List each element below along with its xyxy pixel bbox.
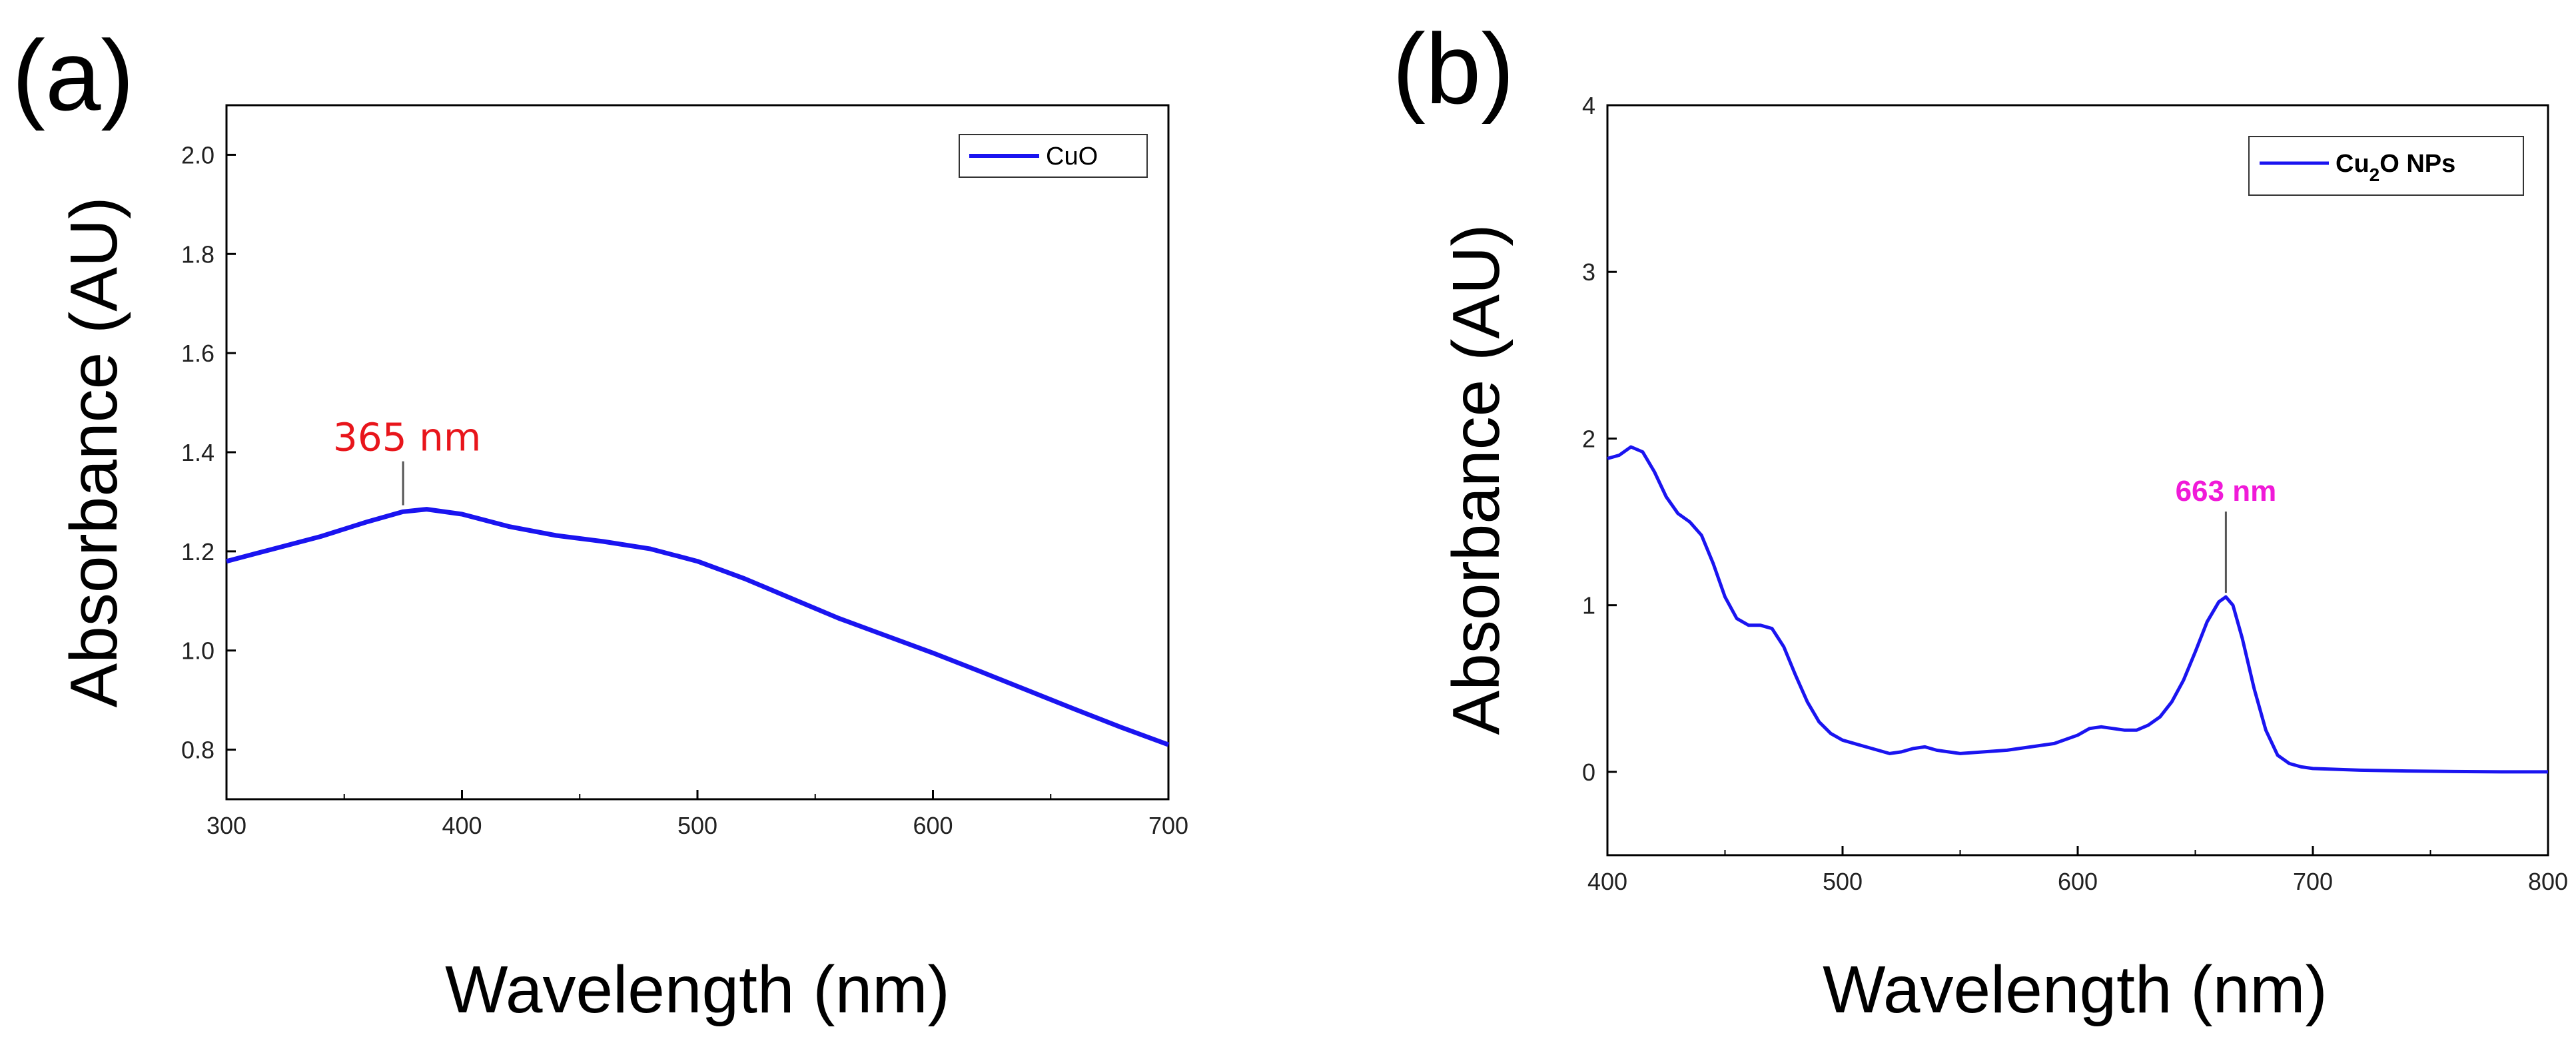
panel-a-x-tick-label: 300	[207, 812, 246, 839]
panel-a-legend-label: CuO	[1046, 143, 1098, 171]
panel-a-y-axis-title: Absorbance (AU)	[57, 197, 131, 708]
panel-b-x-ticks	[1606, 846, 2549, 855]
panel-b-y-tick-label: 3	[1582, 258, 1595, 286]
panel-b-y-tick-labels: 0 1 2 3 4	[1582, 92, 1595, 786]
panel-b-y-tick-label: 4	[1582, 92, 1595, 119]
panel-b-y-ticks	[1607, 104, 1617, 773]
panel-b-y-tick-label: 0	[1582, 759, 1595, 786]
panel-b-x-tick-label: 700	[2293, 868, 2333, 895]
panel-a-x-axis-title: Wavelength (nm)	[445, 952, 950, 1027]
panel-a-y-tick-label: 1.4	[181, 439, 215, 466]
panel-b-legend-label-tail: O NPs	[2379, 150, 2455, 178]
panel-b-x-tick-label: 400	[1587, 868, 1627, 895]
panel-b-y-tick-label: 1	[1582, 592, 1595, 619]
panel-a-y-tick-label: 1.0	[181, 637, 215, 665]
panel-a-y-tick-label: 1.6	[181, 340, 215, 367]
panel-b-peak-annotation: 663 nm	[2176, 475, 2277, 508]
panel-b-label: (b)	[1392, 13, 1514, 125]
panel-b-legend-label-subscript: 2	[2369, 165, 2380, 185]
panel-a-x-tick-label: 500	[677, 812, 717, 839]
panel-b-legend-label-main: Cu	[2336, 150, 2369, 178]
panel-a-peak-annotation: 365 nm	[333, 415, 481, 460]
panel-a-x-tick-labels: 300 400 500 600 700	[207, 812, 1188, 839]
panel-b-y-tick-label: 2	[1582, 425, 1595, 452]
panel-a: (a) 0.8 1.0 1.2 1.4 1.6 1.8 2.0 300 400 500 600 70…	[12, 19, 1188, 1027]
panel-a-x-tick-label: 600	[913, 812, 953, 839]
panel-a-x-tick-label: 700	[1148, 812, 1188, 839]
panel-a-x-ticks	[225, 790, 1170, 799]
panel-b-x-tick-labels: 400 500 600 700 800	[1587, 868, 2568, 895]
panel-b-plot-frame	[1606, 104, 2549, 857]
panel-b-series-line-cu2o-nps	[1607, 445, 2548, 774]
panel-b-legend-box	[2248, 136, 2524, 196]
panel-b-y-axis-title: Absorbance (AU)	[1439, 224, 1513, 735]
panel-b-x-tick-label: 500	[1823, 868, 1863, 895]
panel-a-series-line-cuo	[226, 507, 1170, 747]
panel-a-label: (a)	[12, 19, 134, 131]
panel-b-legend: Cu2O NPs	[2248, 136, 2524, 196]
panel-b-x-tick-label: 800	[2528, 868, 2568, 895]
panel-b-x-tick-label: 600	[2058, 868, 2098, 895]
panel-b-legend-label: Cu2O NPs	[2336, 150, 2455, 185]
panel-b-x-axis-title: Wavelength (nm)	[1823, 952, 2328, 1027]
panel-a-y-ticks	[226, 153, 236, 751]
panel-a-y-tick-labels: 0.8 1.0 1.2 1.4 1.6 1.8 2.0	[181, 141, 215, 763]
panel-a-y-tick-label: 0.8	[181, 737, 215, 764]
panel-a-legend: CuO	[959, 134, 1148, 178]
panel-a-x-tick-label: 400	[442, 812, 482, 839]
panel-b: (b) 0 1 2 3 4 400 500 600 700 800 Wavelength (nm…	[1392, 13, 2568, 1027]
panel-a-y-tick-label: 2.0	[181, 141, 215, 169]
panel-a-y-tick-label: 1.8	[181, 240, 215, 268]
panel-a-y-tick-label: 1.2	[181, 538, 215, 565]
